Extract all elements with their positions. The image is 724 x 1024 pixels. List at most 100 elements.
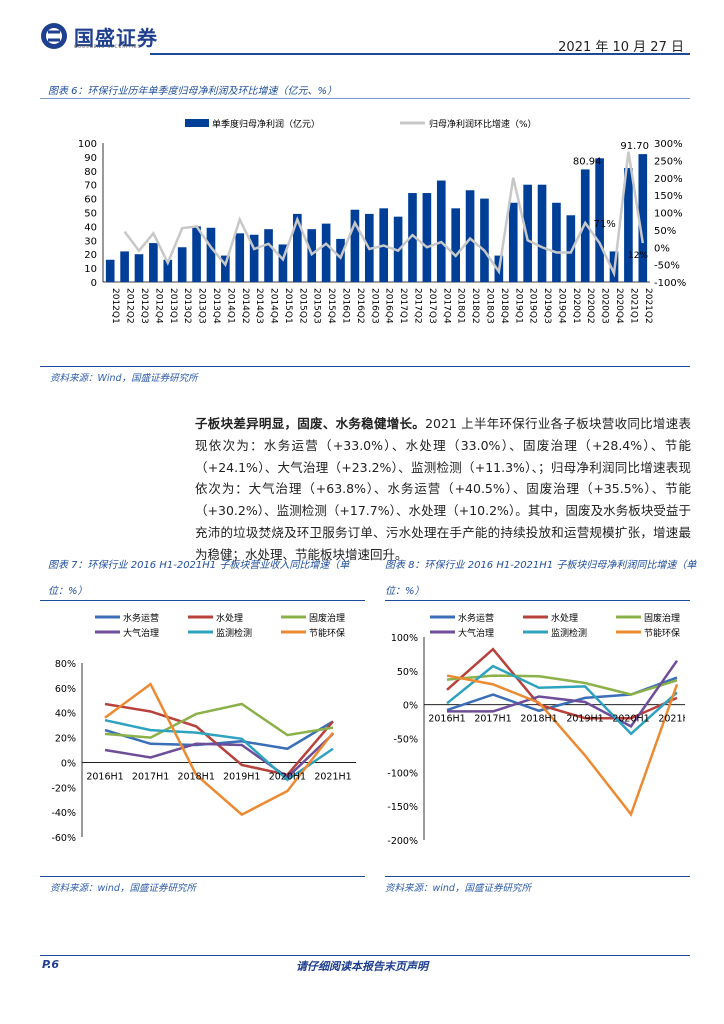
data-label: 12%	[628, 251, 648, 261]
x-tick-label: 2014Q2	[240, 288, 250, 324]
bar-2018Q2	[465, 190, 475, 282]
bar-2014Q1	[221, 255, 230, 282]
fig8-title-line1: 图表 8：环保行业 2016 H1-2021H1 子板块归母净利润同比增速（单	[385, 560, 697, 571]
bar-2020Q1	[566, 215, 576, 282]
x-tick-label: 2020Q2	[585, 288, 595, 324]
bar-2019Q2	[523, 184, 532, 282]
right-tick-label: 150%	[654, 191, 683, 202]
x-tick-label: 2017Q2	[412, 288, 422, 324]
body-paragraph: 子板块差异明显，固废、水务稳健增长。2021 上半年环保行业各子板块营收同比增速…	[195, 413, 691, 566]
bar-2013Q3	[192, 226, 201, 282]
bar-2012Q3	[134, 254, 144, 282]
x-tick-label: 2016H1	[428, 714, 465, 725]
x-tick-label: 2014Q1	[225, 288, 235, 324]
left-tick-label: 90	[84, 153, 97, 164]
left-tick-label: 70	[84, 181, 97, 192]
fig6-source-divider	[40, 366, 690, 367]
legend-label: 固废治理	[644, 612, 680, 624]
fig7-title-line2: 位：%）	[48, 586, 88, 597]
left-tick-label: 10	[84, 264, 97, 275]
right-tick-label: 0%	[654, 243, 670, 254]
fig7-source-divider	[40, 876, 365, 877]
fig8-title-divider	[385, 600, 690, 601]
left-tick-label: 100	[78, 139, 97, 150]
x-tick-label: 2012Q4	[153, 288, 163, 324]
left-tick-label: 30	[84, 236, 97, 247]
y-tick-label: 60%	[55, 684, 76, 695]
legend-label: 水处理	[551, 612, 578, 624]
bar-2012Q1	[105, 259, 115, 282]
x-tick-label: 2018Q1	[456, 288, 466, 324]
x-tick-label: 2017H1	[132, 771, 169, 782]
right-tick-label: 100%	[654, 209, 683, 220]
y-tick-label: 50%	[397, 667, 418, 678]
right-tick-label: 250%	[654, 156, 683, 167]
x-tick-label: 2013Q4	[211, 288, 221, 324]
bar-2014Q2	[235, 233, 245, 282]
x-tick-label: 2012Q2	[125, 288, 135, 324]
bar-2017Q2	[408, 193, 417, 282]
fig7-title-divider	[40, 600, 365, 601]
left-tick-label: 50	[84, 209, 97, 220]
x-tick-label: 2016Q3	[369, 288, 379, 324]
bar-2015Q1	[278, 244, 288, 282]
data-label: 71%	[594, 219, 616, 230]
bar-2019Q1	[508, 202, 518, 282]
fig7-title-line1: 图表 7：环保行业 2016 H1-2021H1 子板块营业收入同比增速（单	[48, 560, 350, 571]
right-tick-label: 50%	[654, 226, 676, 237]
bar-2020Q3	[595, 158, 604, 282]
series-line-节能环保	[104, 682, 334, 817]
x-tick-label: 2021Q1	[628, 288, 638, 324]
legend-label: 节能环保	[644, 627, 680, 639]
y-tick-label: -150%	[387, 802, 418, 813]
x-tick-label: 2012Q1	[110, 288, 120, 324]
legend-bar-swatch	[185, 119, 209, 127]
x-tick-label: 2019H1	[566, 714, 603, 725]
fig6-title-divider	[40, 98, 690, 99]
x-tick-label: 2019Q1	[513, 288, 523, 324]
bar-2015Q2	[293, 213, 302, 282]
right-tick-label: 200%	[654, 174, 683, 185]
left-tick-label: 40	[84, 222, 97, 233]
x-tick-label: 2020H1	[269, 771, 306, 782]
right-tick-label: -50%	[654, 261, 680, 272]
legend-label: 大气治理	[458, 627, 494, 639]
x-tick-label: 2016Q1	[341, 288, 351, 324]
legend-label: 水务运营	[123, 612, 159, 624]
bar-2017Q4	[436, 180, 446, 282]
page-number: P.6	[42, 958, 60, 971]
x-tick-label: 2017Q1	[398, 288, 408, 324]
x-tick-label: 2013Q3	[197, 288, 207, 324]
x-tick-label: 2014Q3	[254, 288, 264, 324]
logo-text: 国盛证券	[74, 26, 158, 50]
bar-2012Q2	[120, 251, 129, 282]
x-tick-label: 2018Q3	[484, 288, 494, 324]
bar-2017Q3	[422, 193, 432, 282]
bar-2013Q4	[206, 227, 216, 282]
bar-2016Q2	[350, 209, 360, 282]
series-line-大气治理	[104, 732, 334, 779]
x-tick-label: 2018Q4	[499, 288, 509, 324]
bar-2015Q4	[321, 223, 331, 282]
y-tick-label: -20%	[51, 783, 76, 794]
x-tick-label: 2018H1	[520, 714, 557, 725]
header-divider	[150, 53, 690, 55]
paragraph-text: 2021 上半年环保行业各子板块营收同比增速表现依次为：水务运营（+33.0%）…	[195, 416, 691, 562]
legend-label: 监测检测	[551, 627, 587, 639]
bar-2021Q2	[638, 154, 648, 282]
y-tick-label: 20%	[55, 734, 76, 745]
bar-2018Q3	[480, 198, 489, 282]
x-tick-label: 2017Q4	[441, 288, 451, 324]
legend-label: 水务运营	[458, 612, 494, 624]
x-tick-label: 2020H1	[612, 714, 649, 725]
footer-notice: 请仔细阅读本报告末页声明	[296, 960, 428, 973]
x-tick-label: 2015Q1	[283, 288, 293, 324]
left-tick-label: 0	[91, 278, 97, 289]
bar-2021Q1	[624, 168, 633, 282]
x-tick-label: 2021H1	[314, 771, 351, 782]
x-tick-label: 2019H1	[223, 771, 260, 782]
bar-2019Q3	[537, 184, 547, 282]
x-tick-label: 2021Q2	[643, 288, 653, 324]
x-tick-label: 2013Q2	[182, 288, 192, 324]
